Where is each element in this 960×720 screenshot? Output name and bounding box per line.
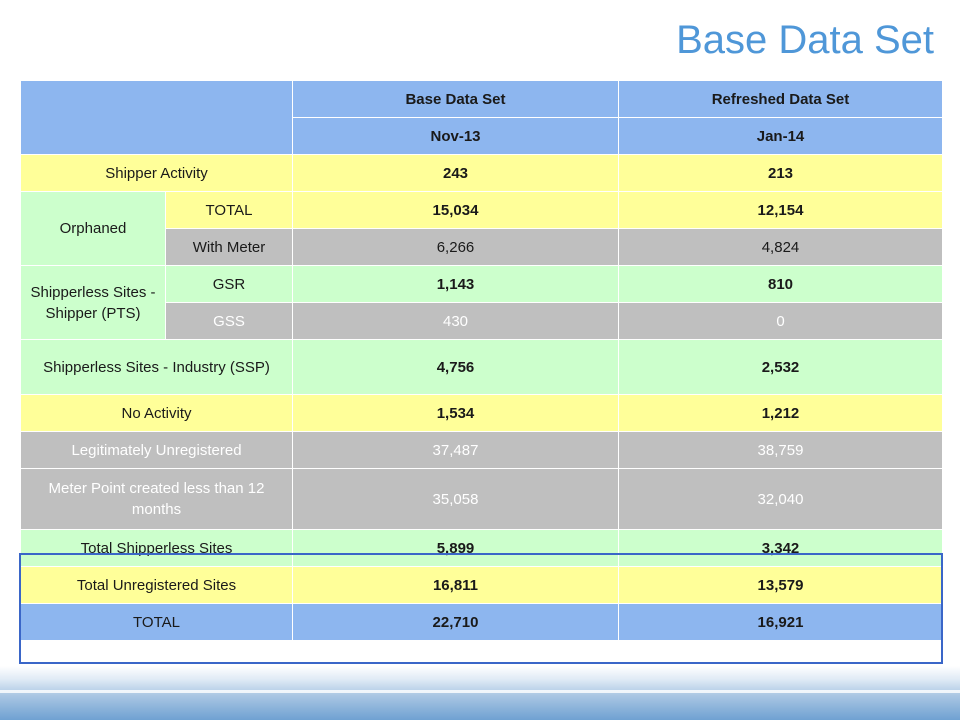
row-label: No Activity [20, 394, 293, 432]
summary-row: Total Unregistered Sites 16,811 13,579 [20, 566, 943, 604]
summary-row: Total Shipperless Sites 5,899 3,342 [20, 529, 943, 567]
value-cell: 2,532 [618, 339, 943, 395]
row-label: GSR [165, 265, 293, 303]
table-row: Shipperless Sites - Industry (SSP) 4,756… [20, 339, 943, 395]
row-label: Shipperless Sites - Industry (SSP) [20, 339, 293, 395]
value-cell: 810 [618, 265, 943, 303]
value-cell: 35,058 [292, 468, 619, 530]
table-row: GSS 430 0 [21, 302, 943, 340]
value-cell: 38,759 [618, 431, 943, 469]
table-row: Shipperless Sites - Shipper (PTS) GSR 1,… [20, 265, 943, 340]
summary-row: TOTAL 22,710 16,921 [20, 603, 943, 641]
value-cell: 213 [618, 154, 943, 192]
data-table: Base Data Set Refreshed Data Set Nov-13 … [20, 80, 943, 641]
value-cell: 12,154 [618, 191, 943, 229]
table-row: Orphaned TOTAL 15,034 12,154 [20, 191, 943, 266]
row-label: TOTAL [20, 603, 293, 641]
value-cell: 15,034 [292, 191, 619, 229]
value-cell: 37,487 [292, 431, 619, 469]
value-cell: 4,756 [292, 339, 619, 395]
row-label: GSS [165, 302, 293, 340]
row-label: Legitimately Unregistered [20, 431, 293, 469]
group-label-shipperless-pts: Shipperless Sites - Shipper (PTS) [20, 265, 166, 340]
value-cell: 430 [292, 302, 619, 340]
value-cell: 3,342 [618, 529, 943, 567]
value-cell: 13,579 [618, 566, 943, 604]
row-label: With Meter [165, 228, 293, 266]
row-label: Total Shipperless Sites [20, 529, 293, 567]
footer-divider [0, 690, 960, 693]
footer-decoration [0, 666, 960, 720]
table-row: Legitimately Unregistered 37,487 38,759 [20, 431, 943, 469]
header-date-nov: Nov-13 [292, 117, 619, 155]
value-cell: 5,899 [292, 529, 619, 567]
header-refreshed-data-set: Refreshed Data Set [618, 80, 943, 118]
table-header-date-row: Nov-13 Jan-14 [21, 117, 943, 155]
value-cell: 1,143 [292, 265, 619, 303]
value-cell: 6,266 [292, 228, 619, 266]
header-corner-cell [20, 80, 293, 155]
table-row: No Activity 1,534 1,212 [20, 394, 943, 432]
value-cell: 32,040 [618, 468, 943, 530]
table-row: With Meter 6,266 4,824 [21, 228, 943, 266]
value-cell: 0 [618, 302, 943, 340]
table-row: Shipper Activity 243 213 [20, 154, 943, 192]
row-label: Shipper Activity [20, 154, 293, 192]
group-label-orphaned: Orphaned [20, 191, 166, 266]
value-cell: 1,212 [618, 394, 943, 432]
value-cell: 16,921 [618, 603, 943, 641]
row-label: TOTAL [165, 191, 293, 229]
header-base-data-set: Base Data Set [292, 80, 619, 118]
value-cell: 4,824 [618, 228, 943, 266]
value-cell: 1,534 [292, 394, 619, 432]
page-title: Base Data Set [676, 18, 934, 62]
table-row: Meter Point created less than 12 months … [20, 468, 943, 530]
value-cell: 22,710 [292, 603, 619, 641]
table-header-row: Base Data Set Refreshed Data Set [20, 80, 943, 155]
header-date-jan: Jan-14 [618, 117, 943, 155]
value-cell: 16,811 [292, 566, 619, 604]
row-label: Total Unregistered Sites [20, 566, 293, 604]
value-cell: 243 [292, 154, 619, 192]
row-label: Meter Point created less than 12 months [20, 468, 293, 530]
